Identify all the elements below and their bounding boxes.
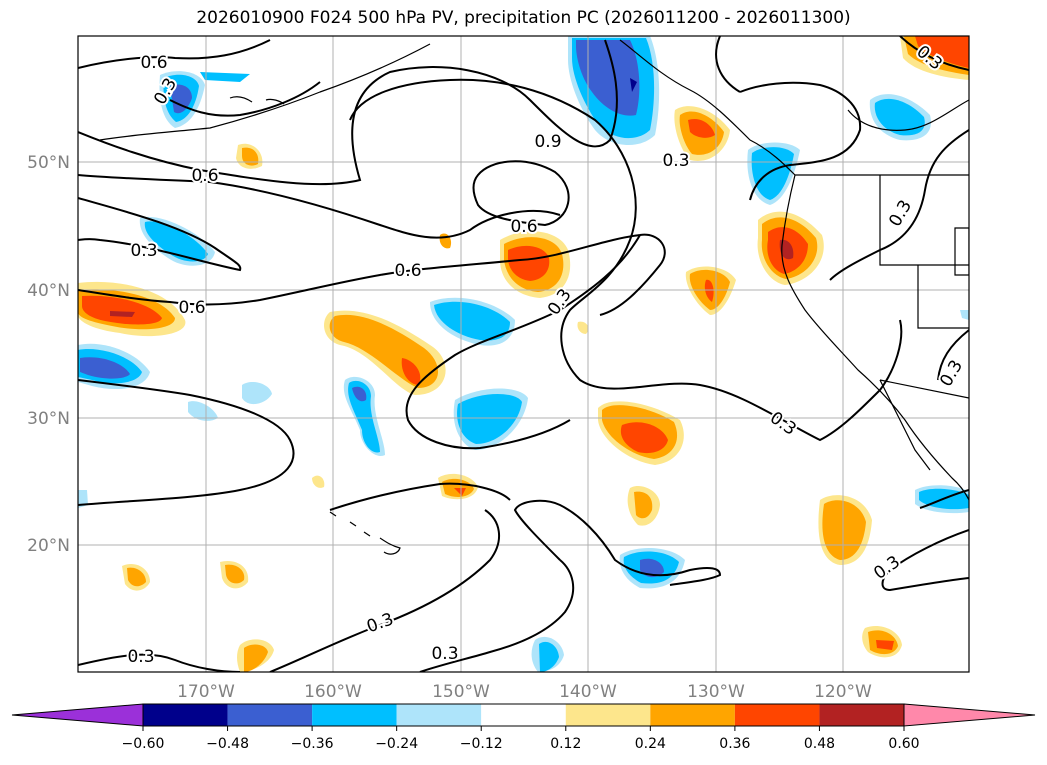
contour-label: 0.3 [127, 647, 154, 667]
colorbar-segment [819, 704, 904, 726]
contour-label: 0.6 [178, 298, 205, 318]
contour-label: 0.9 [534, 132, 561, 152]
lat-label: 20°N [27, 536, 70, 556]
colorbar-segment [396, 704, 482, 726]
contour-labels: 0.6 0.3 0.6 0.3 0.6 0.6 0.9 0.6 0.3 0.3 … [125, 40, 969, 669]
colorbar-ticks: −0.60 −0.48 −0.36 −0.24 −0.12 0.12 0.24 0.36 0.4… [122, 726, 920, 752]
colorbar-segment [650, 704, 735, 726]
coastlines [99, 39, 969, 555]
lat-label: 30°N [27, 409, 70, 429]
colorbar-tick-label: 0.36 [719, 736, 750, 752]
colorbar-tick-label: 0.60 [888, 736, 919, 752]
lon-label: 160°W [304, 682, 362, 702]
lon-label: 170°W [177, 682, 235, 702]
contour-label: 0.6 [140, 53, 167, 73]
colorbar-segment [481, 704, 566, 726]
colorbar-extend-low [11, 703, 144, 727]
contour-label: 0.3 [870, 552, 904, 584]
lon-label: 130°W [687, 682, 745, 702]
map-title: 2026010900 F024 500 hPa PV, precipitatio… [196, 8, 851, 28]
lat-label: 50°N [27, 153, 70, 173]
contour-label: 0.3 [364, 609, 396, 637]
colorbar-tick-label: −0.24 [375, 736, 418, 752]
lon-label: 150°W [432, 682, 490, 702]
colorbar-tick-label: −0.60 [122, 736, 165, 752]
lon-label: 120°W [814, 682, 872, 702]
contour-label: 0.6 [510, 217, 537, 237]
colorbar-segment [565, 704, 651, 726]
map-frame [77, 35, 970, 673]
colorbar-segment [734, 704, 820, 726]
colorbar-segment [312, 704, 397, 726]
contour-label: 0.3 [130, 241, 157, 261]
precip-negative-areas [78, 36, 969, 672]
colorbar-extend-high [903, 703, 1036, 727]
contour-label: 0.3 [431, 644, 458, 664]
colorbar-segment [143, 704, 228, 726]
contour-label: 0.6 [191, 166, 218, 186]
graticule [78, 36, 969, 672]
longitude-labels: 170°W 160°W 150°W 140°W 130°W 120°W [177, 682, 872, 702]
colorbar-tick-label: 0.24 [635, 736, 666, 752]
lat-label: 40°N [27, 281, 70, 301]
precip-positive-areas [78, 36, 969, 672]
colorbar-tick-label: 0.12 [550, 736, 581, 752]
colorbar-tick-label: −0.12 [460, 736, 503, 752]
colorbar-tick-label: −0.48 [206, 736, 249, 752]
contour-label: 0.3 [936, 357, 967, 390]
lon-label: 140°W [559, 682, 617, 702]
colorbar-tick-label: −0.36 [291, 736, 334, 752]
latitude-labels: 50°N 40°N 30°N 20°N [27, 153, 70, 556]
pv-contours [78, 36, 969, 672]
map-plot-area [78, 36, 969, 672]
colorbar-frame [142, 703, 905, 727]
contour-label: 0.3 [662, 151, 689, 171]
colorbar-tick-label: 0.48 [804, 736, 835, 752]
colorbar-segment [227, 704, 313, 726]
contour-label: 0.6 [394, 261, 421, 281]
colorbar [11, 703, 1036, 727]
